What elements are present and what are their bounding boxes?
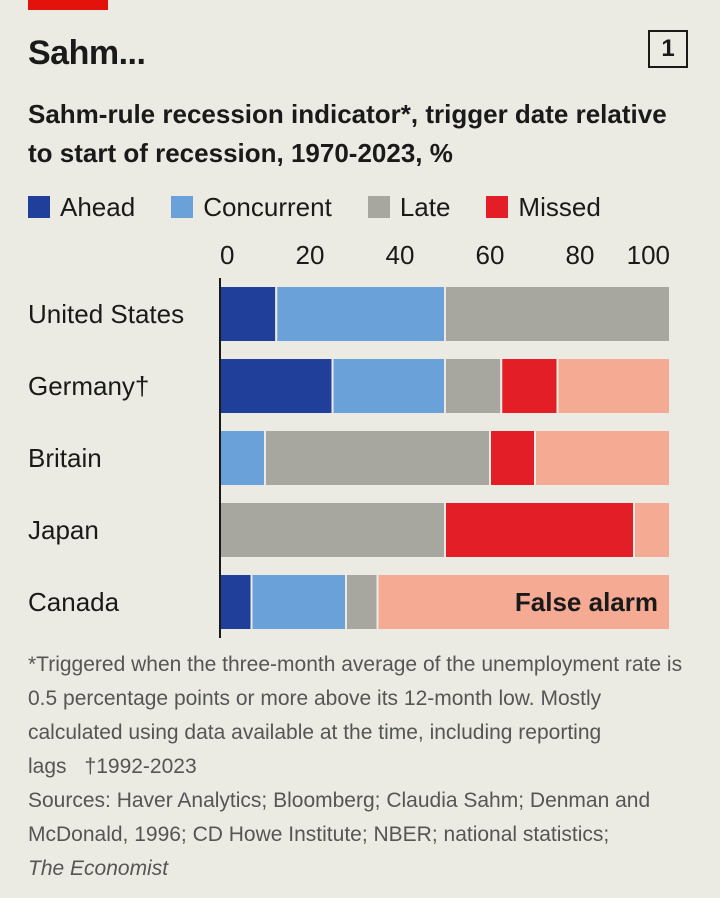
bar-segment-late (444, 285, 671, 343)
x-tick-label: 0 (220, 240, 234, 270)
legend-swatch-ahead (28, 196, 50, 218)
legend-item-ahead: Ahead (28, 192, 135, 223)
legend: Ahead Concurrent Late Missed (28, 190, 601, 224)
bar-segment-false-alarm (556, 357, 671, 415)
chart-number-badge: 1 (648, 30, 688, 68)
legend-label-concurrent: Concurrent (203, 191, 332, 222)
bar-segment-late (444, 357, 503, 415)
category-label: Canada (28, 587, 120, 617)
category-label: Britain (28, 443, 102, 473)
bar-segment-late (345, 573, 379, 631)
footnote-dagger: †1992-2023 (84, 755, 197, 778)
bar-segment-late (219, 501, 446, 559)
footnote-sources: Sources: Haver Analytics; Bloomberg; Cla… (28, 784, 698, 886)
bar-segment-false-alarm (376, 573, 671, 631)
x-tick-label: 80 (566, 240, 595, 270)
category-label: United States (28, 299, 184, 329)
footnote-asterisk: *Triggered when the three-month average … (28, 648, 698, 784)
bar-segment-ahead (219, 357, 334, 415)
footnotes: *Triggered when the three-month average … (28, 648, 698, 886)
legend-label-missed: Missed (518, 191, 601, 222)
chart-title: Sahm... (28, 34, 146, 72)
bar-segment-concurrent (331, 357, 446, 415)
x-tick-label: 60 (476, 240, 505, 270)
legend-swatch-late (367, 196, 390, 218)
bar-segment-false-alarm (633, 501, 671, 559)
legend-swatch-missed (486, 196, 509, 218)
category-label: Germany† (28, 371, 149, 401)
source-publication: The Economist (28, 857, 169, 880)
x-tick-label: 40 (386, 240, 415, 270)
bar-segment-missed (444, 501, 635, 559)
bar-segment-concurrent (275, 285, 446, 343)
legend-item-concurrent: Concurrent (171, 192, 332, 223)
x-tick-label: 100 (627, 240, 670, 270)
legend-swatch-concurrent (171, 196, 194, 218)
footnote-asterisk-text: *Triggered when the three-month average … (28, 653, 683, 778)
bar-segment-missed (489, 429, 536, 487)
chart-subtitle: Sahm-rule recession indicator*, trigger … (28, 99, 667, 168)
bar-segment-concurrent (250, 573, 347, 631)
bar-segment-concurrent (219, 429, 266, 487)
brand-red-tag (28, 0, 108, 10)
legend-label-ahead: Ahead (60, 191, 136, 222)
legend-item-missed: Missed (486, 191, 601, 223)
sources-text: Sources: Haver Analytics; Bloomberg; Cla… (28, 789, 651, 846)
bar-segment-late (264, 429, 491, 487)
legend-item-late: Late (367, 191, 451, 223)
legend-label-late: Late (399, 191, 451, 222)
x-tick-label: 20 (296, 240, 325, 270)
bar-segment-missed (500, 357, 559, 415)
bar-segment-false-alarm (534, 429, 671, 487)
annotation-false-alarm: False alarm (515, 587, 658, 617)
bar-segment-ahead (219, 573, 253, 631)
category-label: Japan (28, 515, 99, 545)
bar-segment-ahead (219, 285, 278, 343)
stacked-bar-chart: 0 20 40 60 80 100 United States Germany† Britain… (28, 240, 671, 638)
